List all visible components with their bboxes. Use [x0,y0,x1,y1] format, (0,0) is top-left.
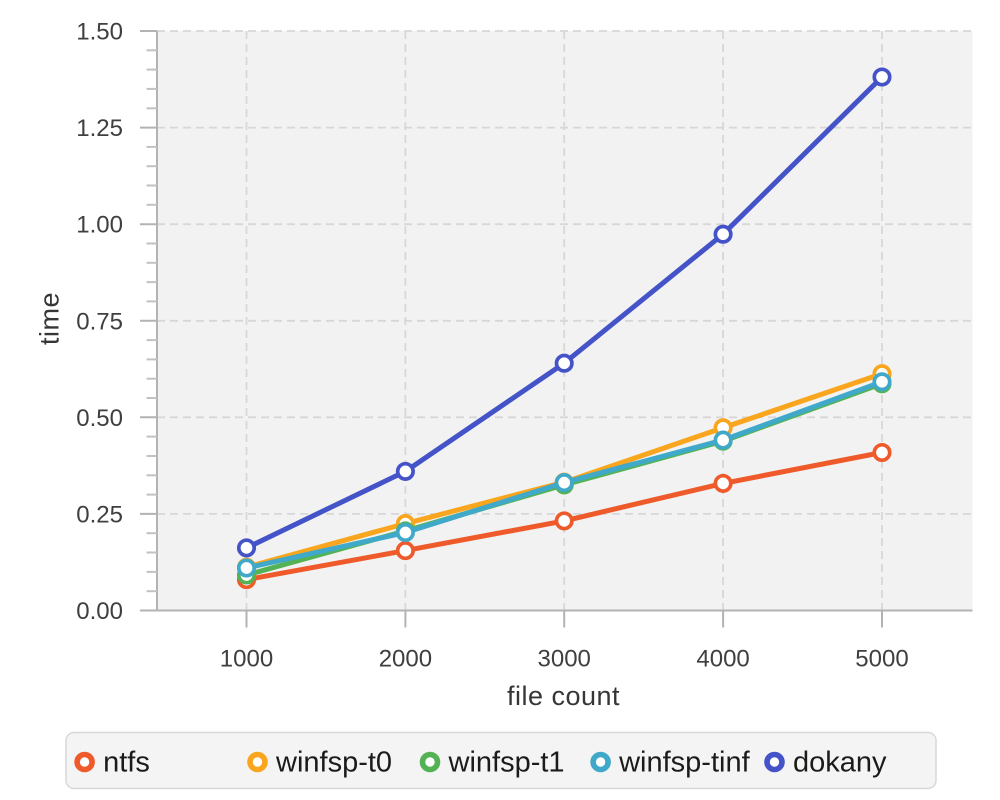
svg-text:2000: 2000 [379,646,432,673]
svg-text:winfsp-tinf: winfsp-tinf [618,747,750,779]
svg-text:dokany: dokany [793,747,887,779]
svg-text:0.00: 0.00 [76,598,123,625]
svg-text:1.00: 1.00 [76,212,123,239]
svg-text:0.25: 0.25 [76,501,123,528]
svg-text:winfsp-t0: winfsp-t0 [275,747,392,779]
svg-text:0.50: 0.50 [76,405,123,432]
svg-text:ntfs: ntfs [103,747,150,779]
svg-text:4000: 4000 [696,646,749,673]
svg-text:time: time [35,292,65,345]
svg-text:5000: 5000 [855,646,908,673]
svg-text:1.50: 1.50 [76,19,123,46]
svg-text:winfsp-t1: winfsp-t1 [448,747,565,779]
svg-text:file count: file count [507,681,620,711]
svg-text:1.25: 1.25 [76,115,123,142]
svg-text:3000: 3000 [538,646,591,673]
svg-text:0.75: 0.75 [76,308,123,335]
svg-text:1000: 1000 [220,646,273,673]
